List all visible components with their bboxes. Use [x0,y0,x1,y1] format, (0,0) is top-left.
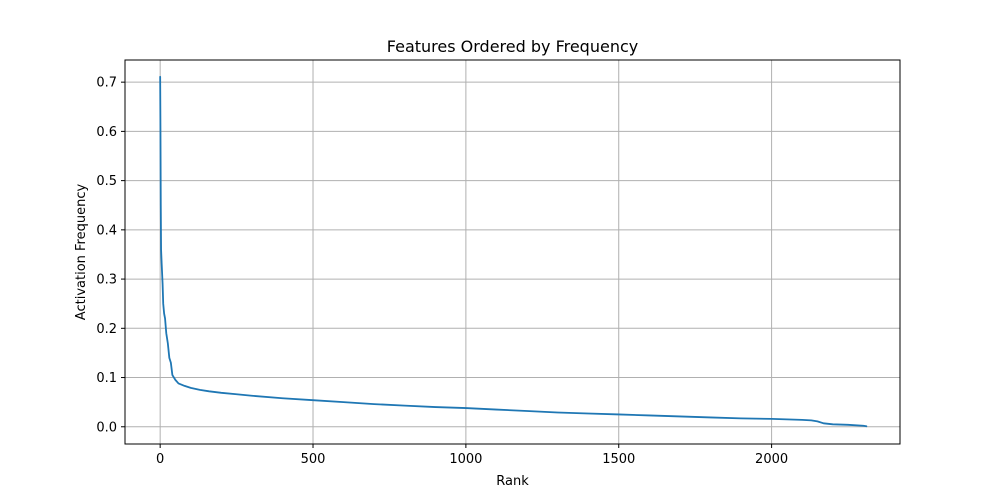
chart-title: Features Ordered by Frequency [387,37,638,56]
x-tick-label: 2000 [755,452,788,467]
grid-lines [125,60,900,444]
x-tick-label: 0 [156,452,164,467]
y-tick-label: 0.1 [96,371,117,386]
x-tick-label: 1500 [602,452,635,467]
y-tick-label: 0.2 [96,322,117,337]
y-tick-label: 0.0 [96,420,117,435]
y-tick-label: 0.4 [96,223,117,238]
y-tick-label: 0.6 [96,125,117,140]
x-axis-title: Rank [496,474,529,489]
series-line-0 [159,75,868,428]
y-tick-label: 0.7 [96,76,117,91]
y-axis-title: Activation Frequency [74,184,89,321]
y-axis: 0.0 0.1 0.2 0.3 0.4 0.5 0.6 0.7 [96,76,125,435]
x-axis: 0 500 1000 1500 2000 [156,444,788,467]
x-tick-label: 1000 [449,452,482,467]
x-tick-label: 500 [301,452,326,467]
y-tick-label: 0.3 [96,273,117,288]
series-layer [159,75,868,428]
y-tick-label: 0.5 [96,174,117,189]
plot-frame [124,59,901,445]
